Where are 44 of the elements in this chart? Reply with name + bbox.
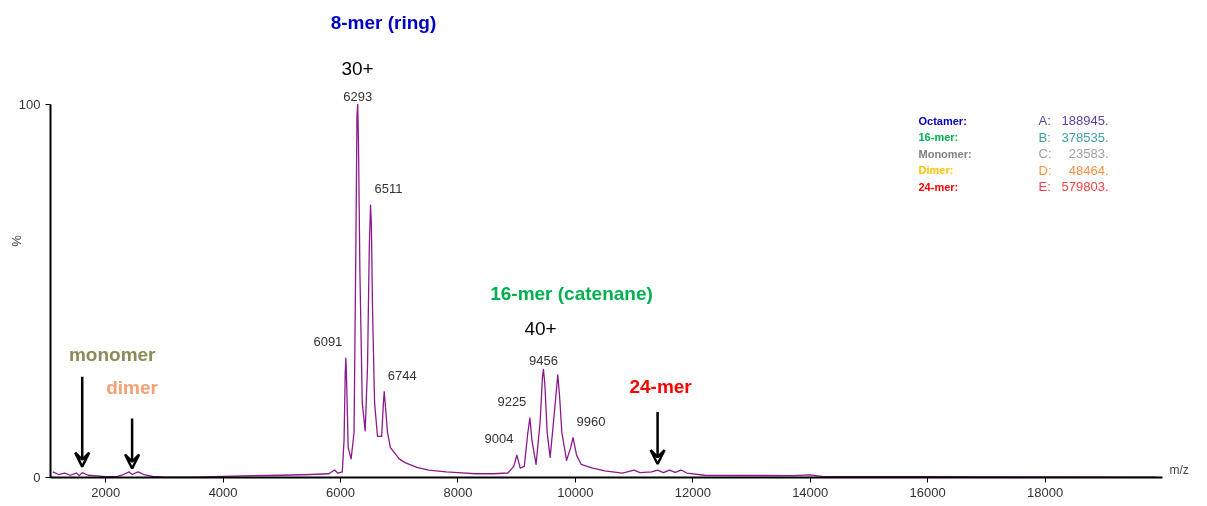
y-tick-label: 0 xyxy=(33,470,41,485)
annotation: 9456 xyxy=(528,353,558,369)
line-series xyxy=(52,103,1158,478)
annotation: 6511 xyxy=(374,181,403,197)
x-tick-label: 6000 xyxy=(326,484,355,500)
annotation: C: xyxy=(1038,146,1052,161)
x-tick-label: 10000 xyxy=(557,484,594,500)
annotation: 188945. xyxy=(1061,113,1109,128)
annotation: dimer xyxy=(106,377,159,399)
x-tick-label: 8000 xyxy=(443,484,473,500)
x-tick-label: 4000 xyxy=(208,484,238,500)
annotation: 23583. xyxy=(1068,146,1109,161)
annotation: 6744 xyxy=(387,367,417,383)
annotation: E: xyxy=(1038,179,1051,194)
annotation: 24-mer: xyxy=(918,180,959,193)
annotation: 9960 xyxy=(576,413,606,429)
annotation: 16-mer (catenane) xyxy=(490,283,653,304)
annotation: Dimer: xyxy=(918,164,954,176)
annotation: 24-mer xyxy=(629,375,693,397)
text: 30+ xyxy=(341,58,374,79)
x-tick-label: 16000 xyxy=(909,484,946,500)
annotation: 40+ xyxy=(524,318,557,339)
x-axis-title: m/z xyxy=(1169,462,1189,477)
text: 8-mer (ring) xyxy=(330,12,437,33)
annotation: 48464. xyxy=(1068,162,1109,178)
x-tick-label: 18000 xyxy=(1027,484,1064,500)
annotation: 378535. xyxy=(1061,129,1109,145)
annotation: Octamer: xyxy=(918,114,967,127)
annotation: D: xyxy=(1038,162,1052,178)
x-tick-label: 14000 xyxy=(792,484,829,500)
annotation: 16-mer: xyxy=(918,131,959,143)
annotation: 9004 xyxy=(484,431,514,447)
annotation: 579803. xyxy=(1061,179,1109,194)
annotation: 6091 xyxy=(313,334,343,350)
annotation: B: xyxy=(1038,129,1051,145)
annotation: 9225 xyxy=(497,393,527,409)
annotation: Monomer: xyxy=(918,147,972,160)
y-axis-title: % xyxy=(8,234,24,247)
x-tick-label: 2000 xyxy=(91,484,121,500)
annotation: monomer xyxy=(68,344,157,366)
annotation: A: xyxy=(1038,113,1051,128)
x-tick-label: 12000 xyxy=(674,484,711,500)
annotation: 6293 xyxy=(343,88,373,104)
y-tick-label: 100 xyxy=(18,97,41,112)
